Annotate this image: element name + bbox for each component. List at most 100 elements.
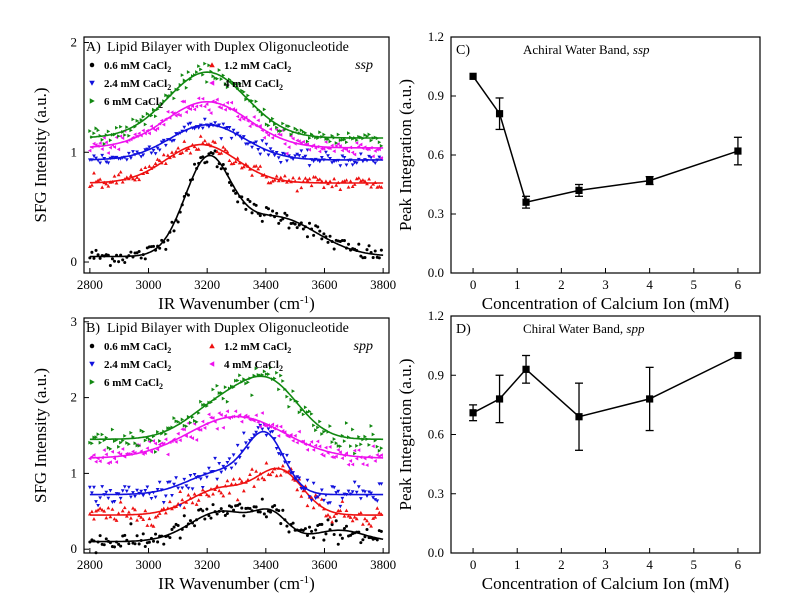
data-point — [297, 476, 302, 480]
data-point — [308, 221, 312, 225]
data-point — [359, 254, 363, 258]
data-point — [278, 424, 283, 429]
data-point — [258, 124, 262, 128]
data-point — [271, 209, 275, 213]
data-point — [254, 505, 258, 509]
data-point — [256, 147, 261, 152]
data-point — [207, 494, 211, 498]
data-point — [377, 448, 382, 453]
data-point — [211, 503, 215, 507]
data-point — [360, 522, 365, 526]
data-point — [287, 461, 291, 465]
data-point — [242, 514, 246, 518]
fit-line — [89, 467, 384, 516]
data-point — [291, 521, 295, 525]
data-point — [137, 249, 141, 254]
data-point — [289, 433, 293, 437]
data-point — [161, 501, 166, 505]
y-tick-label: 0.6 — [428, 427, 445, 442]
data-point — [322, 132, 326, 137]
data-point — [192, 472, 197, 477]
series-B-2 — [87, 423, 384, 509]
axes-frame-C — [450, 36, 761, 274]
data-point — [293, 154, 298, 158]
data-point — [180, 73, 185, 78]
data-point — [365, 248, 369, 252]
data-point — [193, 162, 197, 166]
data-point — [112, 145, 117, 149]
data-point — [116, 450, 121, 455]
data-point — [332, 533, 336, 537]
legend-label: 1.2 mM CaCl2 — [224, 341, 291, 355]
data-point — [260, 475, 265, 480]
series-A-4 — [88, 61, 384, 148]
data-point — [274, 424, 279, 428]
data-point — [328, 234, 332, 238]
data-point — [110, 257, 114, 261]
data-point — [321, 453, 326, 458]
data-point — [276, 156, 281, 160]
data-point — [234, 82, 238, 87]
data-point — [149, 449, 153, 454]
series-B-3 — [87, 409, 384, 468]
data-point — [168, 480, 172, 484]
data-point — [367, 132, 371, 137]
data-point — [225, 85, 230, 90]
data-point — [293, 433, 297, 438]
data-point — [295, 152, 300, 157]
data-point — [159, 441, 164, 446]
data-point — [164, 432, 168, 436]
data-point — [165, 452, 170, 457]
data-point — [153, 441, 158, 446]
data-point — [262, 512, 266, 516]
data-point — [334, 491, 339, 495]
data-point — [90, 183, 94, 187]
data-point — [338, 508, 343, 513]
data-point — [147, 164, 152, 168]
data-point — [287, 530, 291, 534]
data-point — [200, 485, 205, 490]
data-point — [295, 487, 300, 492]
data-point — [246, 197, 250, 202]
data-point — [127, 133, 131, 138]
data-point — [154, 114, 158, 119]
data-point — [180, 99, 184, 104]
data-point — [270, 135, 275, 140]
data-point — [336, 444, 341, 448]
x-tick-label: 3800 — [370, 557, 396, 572]
data-point — [196, 96, 201, 101]
data-point — [182, 99, 186, 104]
data-point — [180, 417, 185, 422]
data-point — [330, 455, 334, 459]
data-point — [273, 122, 277, 127]
x-axis-label: Concentration of Calcium Ion (mM) — [482, 574, 729, 593]
data-point — [192, 127, 197, 131]
y-tick-label: 1.2 — [428, 308, 444, 323]
data-point — [92, 171, 96, 175]
data-point — [377, 510, 382, 515]
data-point — [195, 420, 199, 424]
data-point — [227, 126, 232, 130]
data-point — [326, 513, 330, 517]
data-point — [184, 484, 189, 488]
data-point — [193, 418, 197, 423]
data-point — [287, 124, 291, 129]
data-point — [104, 181, 109, 186]
y-tick-label: 0.9 — [428, 88, 444, 103]
data-point — [734, 147, 742, 155]
data-point — [180, 427, 184, 432]
data-point — [147, 540, 151, 544]
fit-line — [89, 71, 384, 139]
data-point — [215, 484, 220, 488]
x-tick-label: 3400 — [253, 277, 279, 292]
data-point — [172, 525, 176, 529]
data-point — [157, 511, 162, 515]
y-tick-label: 2 — [71, 390, 78, 405]
data-point — [377, 184, 382, 188]
data-point — [256, 167, 261, 171]
data-point — [328, 424, 332, 428]
data-point — [131, 176, 135, 181]
data-point — [147, 516, 152, 521]
data-point — [336, 542, 340, 546]
